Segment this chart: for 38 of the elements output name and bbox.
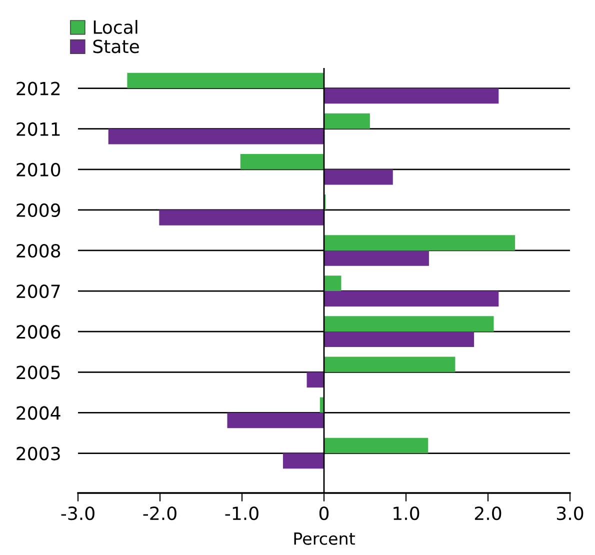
bar [324,250,429,266]
x-axis-title: Percent [294,532,355,545]
y-tick-label: 2003 [16,446,60,460]
y-tick-label: 2008 [16,244,60,258]
bar [324,113,370,129]
bar [159,210,324,226]
x-tick-label: 0 [319,506,329,520]
y-tick-label: 2012 [16,82,60,96]
y-tick-label: 2010 [16,162,60,176]
y-tick-label: 2011 [16,122,60,136]
bar [324,332,474,348]
bar [240,154,324,170]
bar [306,372,324,388]
y-tick-label: 2009 [16,203,60,218]
x-tick-label: 1.0 [394,506,420,520]
legend-label: Local [94,20,138,34]
bar [283,453,324,469]
bar [324,291,499,306]
bar [324,438,428,454]
bar [324,316,494,332]
legend-label: State [93,40,139,54]
bar [324,88,499,104]
y-tick-label: 2006 [16,325,60,339]
bar [127,72,324,88]
bar [108,128,324,144]
y-tick-label: 2005 [16,366,60,380]
bar [324,235,516,250]
bar [324,276,342,292]
bar [324,169,393,185]
x-tick-label: 3.0 [557,506,584,520]
x-tick-label: -1.0 [225,506,258,520]
x-tick-label: -3.0 [61,506,94,520]
x-tick-label: -2.0 [143,506,176,520]
y-tick-label: 2004 [16,406,60,420]
y-tick-label: 2007 [16,284,60,298]
bar [227,412,324,428]
bar [324,356,456,372]
x-tick-label: 2.0 [474,506,502,520]
